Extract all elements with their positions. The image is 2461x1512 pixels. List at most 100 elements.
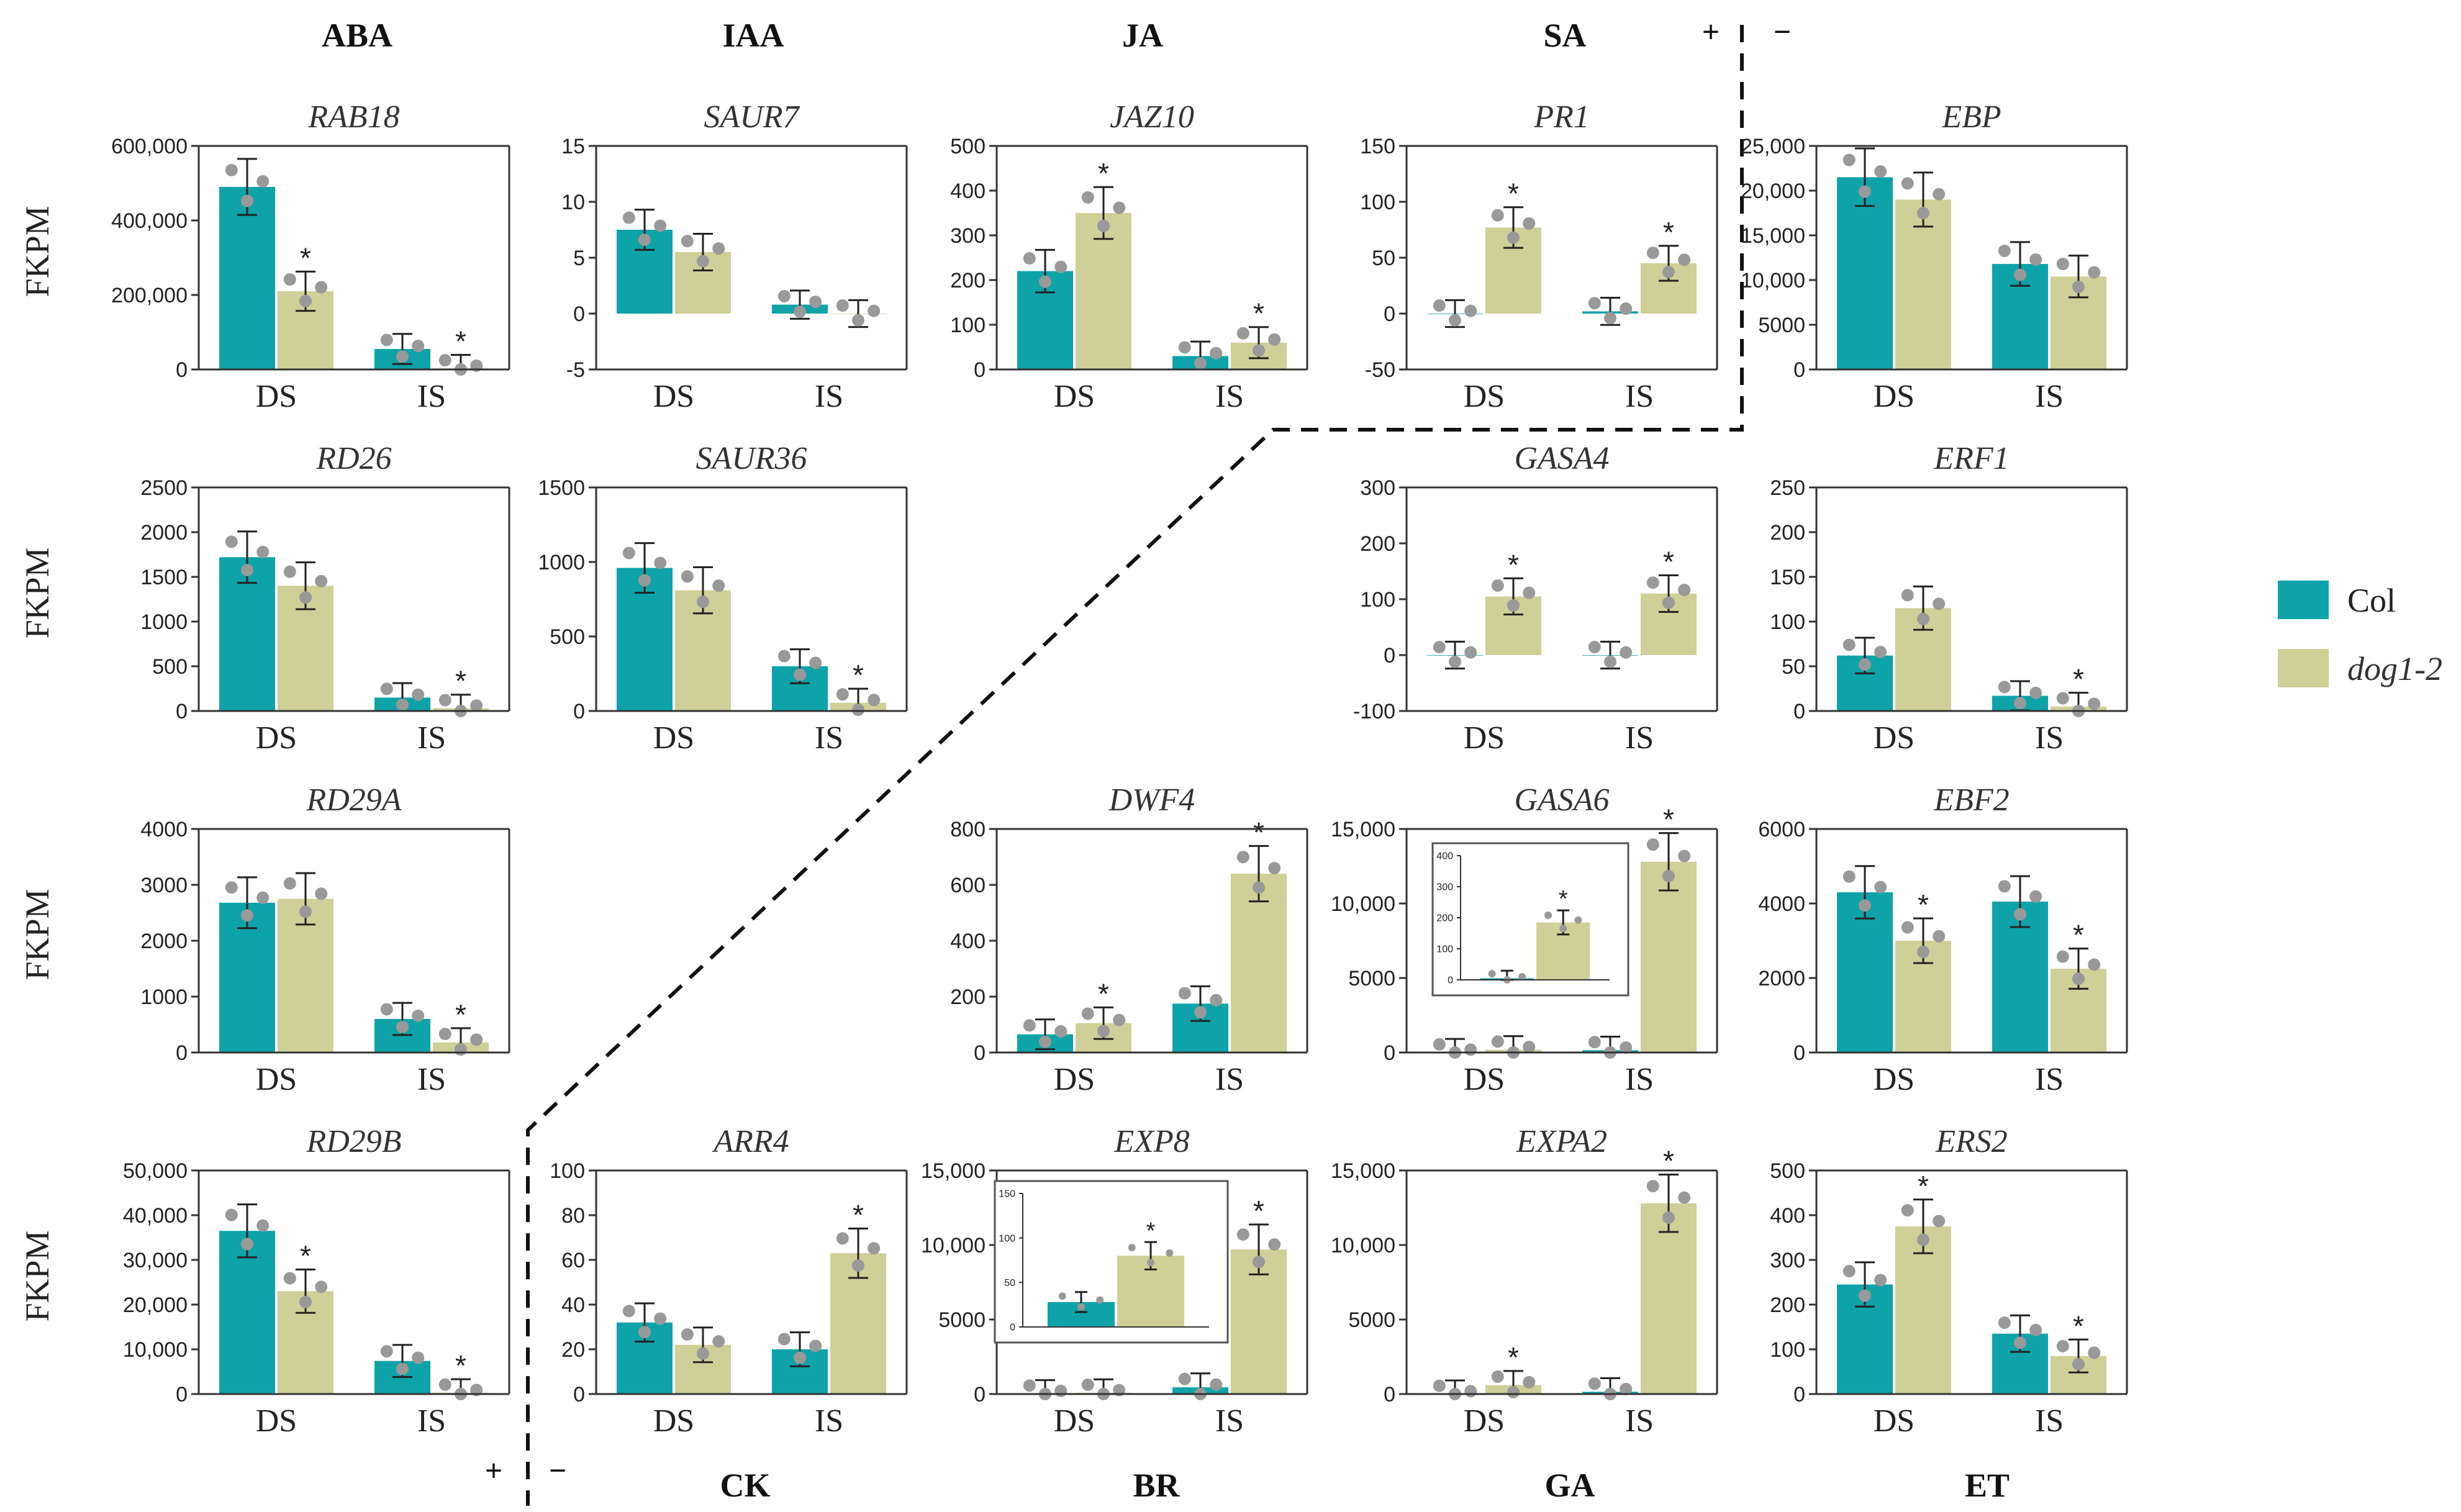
replicate-point bbox=[1253, 344, 1265, 357]
panel-title: DWF4 bbox=[1108, 782, 1195, 818]
replicate-point bbox=[638, 233, 651, 247]
replicate-point bbox=[1488, 970, 1496, 978]
replicate-point bbox=[1081, 191, 1094, 204]
significance-star: * bbox=[1663, 216, 1674, 248]
replicate-point bbox=[1620, 646, 1633, 659]
replicate-point bbox=[1097, 219, 1110, 232]
panel-title: ARR4 bbox=[712, 1124, 789, 1159]
replicate-point bbox=[396, 1362, 409, 1375]
y-tick-label: 100 bbox=[1360, 588, 1395, 612]
replicate-point bbox=[1662, 869, 1675, 882]
replicate-point bbox=[412, 340, 425, 353]
y-tick-label: 100 bbox=[1436, 944, 1453, 955]
replicate-point bbox=[681, 1328, 694, 1341]
y-tick-label: 1000 bbox=[140, 985, 188, 1009]
replicate-point bbox=[1917, 612, 1929, 625]
replicate-point bbox=[1491, 1035, 1504, 1048]
replicate-point bbox=[1859, 658, 1871, 671]
significance-star: * bbox=[1508, 1341, 1519, 1374]
replicate-point bbox=[1507, 599, 1520, 612]
ylabel-row-1: FKPM bbox=[19, 206, 56, 297]
y-tick-label: 200,000 bbox=[111, 284, 188, 307]
panel-pr1: PR1 * DS * IS -50 0 50 100 150 bbox=[1360, 99, 1718, 414]
category-label-DS: DS bbox=[653, 720, 694, 756]
y-tick-label: 200 bbox=[950, 269, 986, 292]
panel-title: JAZ10 bbox=[1110, 99, 1194, 135]
replicate-point bbox=[1874, 1274, 1887, 1287]
replicate-point bbox=[868, 304, 881, 317]
y-tick-label: 0 bbox=[974, 1041, 986, 1065]
replicate-point bbox=[1081, 1378, 1094, 1392]
replicate-point bbox=[836, 299, 849, 312]
replicate-point bbox=[1433, 1038, 1446, 1051]
replicate-point bbox=[712, 1335, 725, 1348]
category-label-IS: IS bbox=[1625, 379, 1654, 414]
plus-sign-bottom: + bbox=[485, 1453, 503, 1488]
replicate-point bbox=[225, 1208, 238, 1221]
replicate-point bbox=[412, 688, 425, 701]
panel-arr4: ARR4 DS * IS 0 20 40 60 80 100 bbox=[550, 1124, 908, 1439]
ylabel-row-4: FKPM bbox=[19, 1230, 56, 1321]
y-tick-label: 10,000 bbox=[921, 1234, 986, 1257]
replicate-point bbox=[380, 333, 393, 346]
replicate-point bbox=[1253, 1256, 1265, 1269]
replicate-point bbox=[2088, 1346, 2101, 1359]
replicate-point bbox=[241, 564, 253, 577]
panel-title: ERS2 bbox=[1935, 1124, 2008, 1159]
y-tick-label: 0 bbox=[1010, 1323, 1015, 1333]
replicate-point bbox=[1544, 911, 1552, 919]
replicate-point bbox=[1998, 681, 2011, 694]
replicate-point bbox=[1874, 165, 1887, 178]
replicate-point bbox=[2072, 972, 2085, 985]
significance-star: * bbox=[1253, 297, 1264, 330]
y-tick-label: 40,000 bbox=[123, 1204, 188, 1228]
y-tick-label: 40 bbox=[561, 1293, 585, 1317]
panel-rd29b: RD29B * DS * IS 0 10,000 20,000 30,000 40,000 50,0… bbox=[123, 1124, 510, 1439]
legend-label-dog1-2: dog1-2 bbox=[2347, 650, 2442, 687]
y-tick-label: 400 bbox=[950, 179, 986, 203]
replicate-point bbox=[315, 281, 328, 294]
category-label-IS: IS bbox=[2035, 379, 2064, 414]
category-label-DS: DS bbox=[256, 1062, 297, 1097]
replicate-point bbox=[380, 1345, 393, 1358]
significance-star: * bbox=[2073, 919, 2084, 951]
panel-rd29a: RD29A DS * IS 0 1000 2000 3000 4000 bbox=[140, 782, 510, 1097]
panel-title: RD26 bbox=[315, 441, 391, 476]
y-tick-label: 200 bbox=[950, 985, 986, 1009]
category-label-DS: DS bbox=[653, 1403, 694, 1439]
significance-star: * bbox=[455, 1349, 466, 1382]
y-tick-label: 10,000 bbox=[1331, 1234, 1395, 1257]
replicate-point bbox=[1662, 596, 1675, 609]
replicate-point bbox=[299, 591, 312, 604]
y-tick-label: 20 bbox=[561, 1338, 585, 1362]
category-label-IS: IS bbox=[2035, 1403, 2064, 1439]
category-label-DS: DS bbox=[653, 379, 694, 414]
replicate-point bbox=[1620, 1383, 1633, 1396]
replicate-point bbox=[1620, 302, 1633, 315]
bar-dog1-2-IS bbox=[1641, 1203, 1697, 1394]
category-label-IS: IS bbox=[1625, 1403, 1654, 1439]
category-label-IS: IS bbox=[2035, 1062, 2064, 1097]
y-tick-label: 400 bbox=[1436, 851, 1453, 862]
replicate-point bbox=[1901, 921, 1914, 934]
replicate-point bbox=[1933, 188, 1946, 201]
significance-star: * bbox=[1663, 545, 1674, 577]
replicate-point bbox=[225, 881, 238, 894]
y-tick-label: 15,000 bbox=[1331, 818, 1395, 841]
replicate-point bbox=[1054, 1384, 1067, 1397]
category-label-DS: DS bbox=[1874, 379, 1915, 414]
significance-star: * bbox=[1253, 1195, 1264, 1227]
y-tick-label: 50 bbox=[1004, 1278, 1015, 1288]
panel-rab18: RAB18 * DS * IS 0 200,000 400,000 600,000 bbox=[111, 99, 510, 414]
replicate-point bbox=[1874, 645, 1887, 658]
replicate-point bbox=[1646, 576, 1659, 589]
y-tick-label: 0 bbox=[974, 1383, 986, 1406]
category-label-IS: IS bbox=[417, 1403, 446, 1439]
replicate-point bbox=[777, 289, 791, 302]
header-ga: GA bbox=[1545, 1467, 1595, 1504]
plus-sign-top: + bbox=[1702, 14, 1720, 49]
replicate-point bbox=[852, 704, 864, 717]
significance-star: * bbox=[1253, 816, 1264, 848]
y-tick-label: 1500 bbox=[140, 566, 188, 589]
